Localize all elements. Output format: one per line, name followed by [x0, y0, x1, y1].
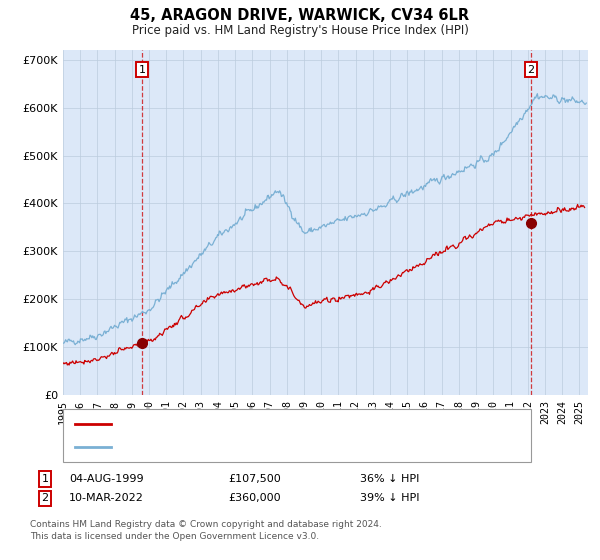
Text: £107,500: £107,500 [228, 474, 281, 484]
Text: 1: 1 [139, 64, 145, 74]
Text: 2: 2 [527, 64, 535, 74]
Text: 1: 1 [41, 474, 49, 484]
Text: This data is licensed under the Open Government Licence v3.0.: This data is licensed under the Open Gov… [30, 532, 319, 541]
Text: 10-MAR-2022: 10-MAR-2022 [69, 493, 144, 503]
Text: HPI: Average price, detached house, Warwick: HPI: Average price, detached house, Warw… [120, 442, 368, 452]
Text: 2: 2 [41, 493, 49, 503]
Text: £360,000: £360,000 [228, 493, 281, 503]
Text: 39% ↓ HPI: 39% ↓ HPI [360, 493, 419, 503]
Text: 45, ARAGON DRIVE, WARWICK, CV34 6LR (detached house): 45, ARAGON DRIVE, WARWICK, CV34 6LR (det… [120, 419, 445, 429]
Text: Price paid vs. HM Land Registry's House Price Index (HPI): Price paid vs. HM Land Registry's House … [131, 24, 469, 36]
Text: 36% ↓ HPI: 36% ↓ HPI [360, 474, 419, 484]
Text: Contains HM Land Registry data © Crown copyright and database right 2024.: Contains HM Land Registry data © Crown c… [30, 520, 382, 529]
Text: 45, ARAGON DRIVE, WARWICK, CV34 6LR: 45, ARAGON DRIVE, WARWICK, CV34 6LR [130, 8, 470, 24]
Text: 04-AUG-1999: 04-AUG-1999 [69, 474, 143, 484]
